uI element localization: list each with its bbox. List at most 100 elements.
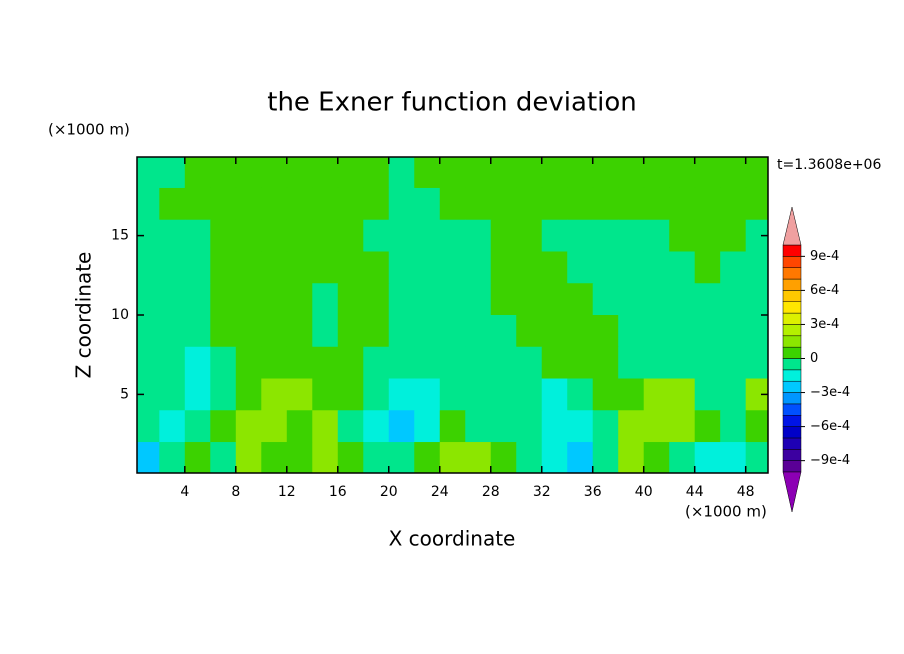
contour-cell	[567, 283, 594, 316]
contour-cell	[286, 157, 313, 189]
contour-cell	[159, 442, 186, 473]
contour-cell	[465, 442, 492, 473]
contour-cell	[439, 219, 466, 253]
contour-cell	[286, 283, 313, 316]
contour-cell	[720, 442, 747, 473]
contour-cell	[465, 315, 492, 348]
contour-cell	[261, 442, 288, 473]
contour-cell	[363, 157, 390, 189]
contour-cell	[592, 442, 619, 473]
contour-cell	[337, 442, 364, 473]
x-tick-label: 20	[380, 484, 398, 500]
contour-cell	[210, 251, 237, 284]
contour-cell	[643, 442, 670, 473]
contour-field	[137, 157, 768, 473]
contour-cell	[137, 283, 160, 316]
x-axis-title: X coordinate	[389, 527, 516, 551]
contour-cell	[643, 251, 670, 284]
contour-cell	[618, 315, 645, 348]
contour-cell	[235, 442, 262, 473]
contour-cell	[137, 157, 160, 189]
y-tick-label: 15	[111, 228, 129, 244]
contour-cell	[184, 442, 211, 473]
contour-cell	[745, 410, 768, 443]
contour-cell	[210, 219, 237, 253]
contour-cell	[184, 187, 211, 221]
contour-cell	[337, 346, 364, 380]
contour-cell	[286, 442, 313, 473]
contour-cell	[363, 315, 390, 348]
contour-cell	[312, 157, 339, 189]
contour-cell	[235, 378, 262, 411]
contour-cell	[643, 157, 670, 189]
contour-cell	[465, 251, 492, 284]
contour-cell	[490, 283, 517, 316]
chart-title: the Exner function deviation	[267, 88, 637, 118]
contour-cell	[184, 219, 211, 253]
contour-cell	[643, 315, 670, 348]
contour-cell	[618, 187, 645, 221]
x-tick-label: 8	[231, 484, 240, 500]
contour-cell	[137, 442, 160, 473]
contour-cell	[618, 251, 645, 284]
contour-cell	[363, 187, 390, 221]
contour-cell	[490, 315, 517, 348]
contour-cell	[286, 410, 313, 443]
contour-cell	[388, 378, 415, 411]
contour-cell	[618, 157, 645, 189]
contour-cell	[210, 315, 237, 348]
contour-cell	[210, 378, 237, 411]
contour-cell	[669, 315, 696, 348]
contour-cell	[541, 346, 568, 380]
contour-cell	[337, 410, 364, 443]
contour-cell	[490, 346, 517, 380]
colorbar-band	[782, 437, 802, 450]
contour-cell	[414, 283, 441, 316]
contour-cell	[312, 315, 339, 348]
y-tick-label: 5	[120, 386, 129, 402]
contour-cell	[184, 157, 211, 189]
contour-cell	[694, 157, 721, 189]
contour-cell	[516, 219, 543, 253]
contour-cell	[592, 157, 619, 189]
colorbar-band	[782, 403, 802, 416]
contour-cell	[567, 410, 594, 443]
contour-cell	[337, 251, 364, 284]
contour-cell	[312, 187, 339, 221]
colorbar-band	[782, 369, 802, 382]
contour-cell	[363, 378, 390, 411]
contour-cell	[337, 187, 364, 221]
contour-cell	[541, 410, 568, 443]
contour-cell	[414, 251, 441, 284]
contour-cell	[184, 315, 211, 348]
contour-cell	[235, 410, 262, 443]
contour-cell	[465, 157, 492, 189]
x-tick-label: 44	[686, 484, 704, 500]
contour-cell	[465, 187, 492, 221]
contour-cell	[210, 346, 237, 380]
x-tick-label: 12	[278, 484, 296, 500]
contour-cell	[235, 251, 262, 284]
contour-cell	[541, 378, 568, 411]
contour-cell	[286, 346, 313, 380]
contour-cell	[694, 315, 721, 348]
contour-cell	[618, 219, 645, 253]
contour-cell	[414, 410, 441, 443]
contour-cell	[388, 283, 415, 316]
contour-cell	[541, 283, 568, 316]
contour-cell	[312, 219, 339, 253]
contour-cell	[720, 315, 747, 348]
contour-cell	[720, 410, 747, 443]
contour-cell	[541, 315, 568, 348]
colorbar-band	[782, 301, 802, 314]
colorbar-band	[782, 460, 802, 473]
contour-cell	[261, 315, 288, 348]
contour-cell	[363, 442, 390, 473]
colorbar-band	[782, 335, 802, 348]
contour-cell	[137, 187, 160, 221]
contour-cell	[235, 157, 262, 189]
contour-cell	[235, 187, 262, 221]
contour-cell	[363, 283, 390, 316]
contour-cell	[643, 187, 670, 221]
